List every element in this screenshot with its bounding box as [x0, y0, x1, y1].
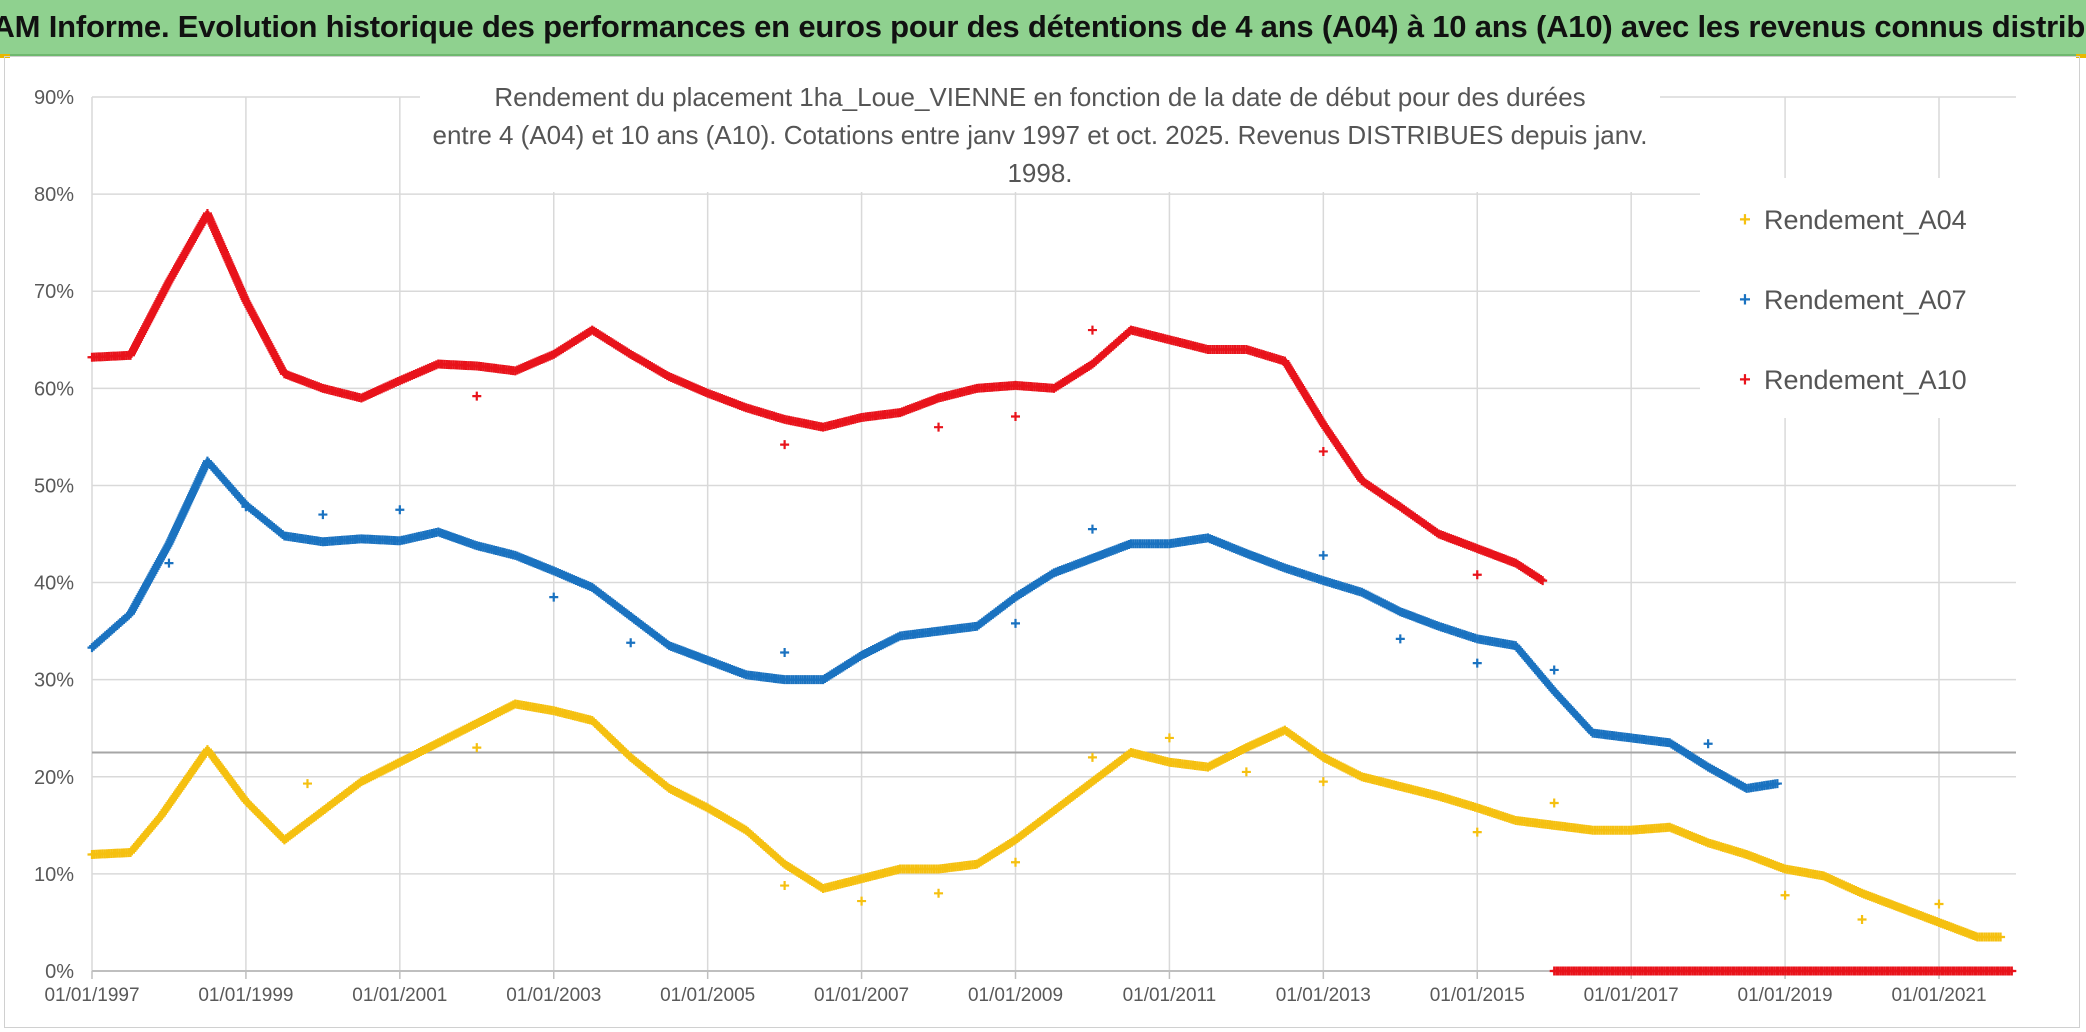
legend-label-a04: Rendement_A04 — [1764, 204, 1967, 235]
outlier-a10 — [1472, 570, 1482, 580]
x-tick-label: 01/01/2009 — [968, 985, 1063, 1006]
y-tick-label: 10% — [34, 864, 74, 886]
chart-title-line-1: Rendement du placement 1ha_Loue_VIENNE e… — [494, 82, 1586, 112]
outlier-a10 — [780, 440, 790, 450]
x-tick-label: 01/01/2013 — [1276, 985, 1371, 1006]
outlier-a04 — [857, 896, 867, 906]
point-a04 — [1996, 932, 2006, 942]
outlier-a04 — [1241, 767, 1251, 777]
outlier-a04 — [472, 743, 482, 753]
outlier-a07 — [1087, 524, 1097, 534]
chart-frame — [4, 56, 2080, 1028]
outlier-a07 — [395, 505, 405, 515]
x-tick-label: 01/01/2017 — [1584, 985, 1679, 1006]
x-tick-label: 01/01/2019 — [1738, 985, 1833, 1006]
zero-point-a10 — [2007, 966, 2017, 976]
outlier-a07 — [1318, 550, 1328, 560]
chart-title-line-2: entre 4 (A04) et 10 ans (A10). Cotations… — [432, 120, 1648, 188]
legend-entry-a07: + Rendement_A07 — [1736, 280, 1967, 320]
outlier-a07 — [318, 510, 328, 520]
data-layer — [87, 209, 2017, 976]
point-a10 — [1538, 576, 1548, 586]
chart-title-block: Rendement du placement 1ha_Loue_VIENNE e… — [420, 78, 1660, 192]
y-tick-label: 30% — [34, 670, 74, 692]
point-a10 — [1536, 574, 1546, 584]
outlier-a07 — [780, 647, 790, 657]
outlier-a04 — [1549, 798, 1559, 808]
x-axis-ticks: 01/01/1997 01/01/1999 01/01/2001 01/01/2003… — [44, 985, 1986, 1006]
x-tick-label: 01/01/1997 — [44, 985, 139, 1006]
outlier-a04 — [1164, 733, 1174, 743]
y-tick-label: 80% — [34, 184, 74, 206]
y-axis-ticks: 0% 10% 20% 30% 40% 50% 60% 70% 80% 90% — [34, 87, 74, 983]
x-tick-label: 01/01/2003 — [506, 985, 601, 1006]
outlier-a04 — [780, 881, 790, 891]
x-tick-label: 01/01/2005 — [660, 985, 755, 1006]
outlier-a10 — [1087, 325, 1097, 335]
outlier-a10 — [934, 422, 944, 432]
series-a04 — [87, 699, 2006, 942]
grid-layer — [91, 96, 2016, 979]
outlier-a07 — [1395, 634, 1405, 644]
x-tick-label: 01/01/2007 — [814, 985, 909, 1006]
legend-marker-a10: + — [1739, 368, 1751, 391]
outlier-a04 — [1087, 752, 1097, 762]
y-tick-label: 50% — [34, 475, 74, 497]
outlier-a07 — [626, 638, 636, 648]
outlier-a10 — [1011, 411, 1020, 421]
series-a07 — [87, 456, 1782, 793]
report-banner: ADAM Informe. Evolution historique des p… — [0, 0, 2086, 56]
outlier-a07 — [164, 558, 174, 568]
outlier-a04 — [1780, 890, 1790, 900]
legend-entry-a10: + Rendement_A10 — [1736, 360, 1967, 400]
y-tick-label: 60% — [34, 378, 74, 400]
outlier-a07 — [1549, 665, 1559, 675]
outlier-a10 — [1318, 446, 1328, 456]
outlier-a04 — [1934, 899, 1944, 909]
legend-label-a10: Rendement_A10 — [1764, 364, 1967, 395]
outlier-a04 — [1318, 777, 1328, 787]
x-tick-label: 01/01/2015 — [1430, 985, 1525, 1006]
outlier-a10 — [472, 391, 482, 401]
legend-label-a07: Rendement_A07 — [1764, 284, 1967, 315]
y-tick-label: 0% — [45, 961, 74, 983]
x-tick-label: 01/01/2001 — [352, 985, 447, 1006]
x-tick-label: 01/01/2011 — [1123, 985, 1217, 1006]
legend-marker-a07: + — [1739, 288, 1751, 311]
outlier-a04 — [1857, 915, 1867, 925]
outlier-a04 — [302, 779, 312, 789]
outlier-a04 — [1472, 827, 1482, 837]
outlier-a07 — [1011, 618, 1020, 628]
series-a10 — [87, 209, 2017, 976]
outlier-a04 — [934, 888, 944, 898]
legend-entry-a04: + Rendement_A04 — [1736, 200, 1967, 240]
corner-mark — [2076, 54, 2086, 58]
report-title: ADAM Informe. Evolution historique des p… — [0, 9, 2086, 44]
y-tick-label: 70% — [34, 281, 74, 303]
outlier-a07 — [549, 592, 559, 602]
legend-marker-a04: + — [1739, 208, 1751, 231]
y-tick-label: 40% — [34, 573, 74, 595]
outlier-a04 — [1011, 857, 1020, 867]
outlier-a07 — [1472, 658, 1482, 668]
point-a07 — [1772, 779, 1782, 789]
outlier-a07 — [241, 502, 251, 512]
y-tick-label: 20% — [34, 767, 74, 789]
outlier-a07 — [1703, 739, 1713, 749]
x-tick-label: 01/01/1999 — [198, 985, 293, 1006]
x-tick-label: 01/01/2021 — [1891, 985, 1986, 1006]
chart-legend: + Rendement_A04 + Rendement_A07 + Rendem… — [1700, 178, 2020, 418]
y-tick-label: 90% — [34, 87, 74, 109]
